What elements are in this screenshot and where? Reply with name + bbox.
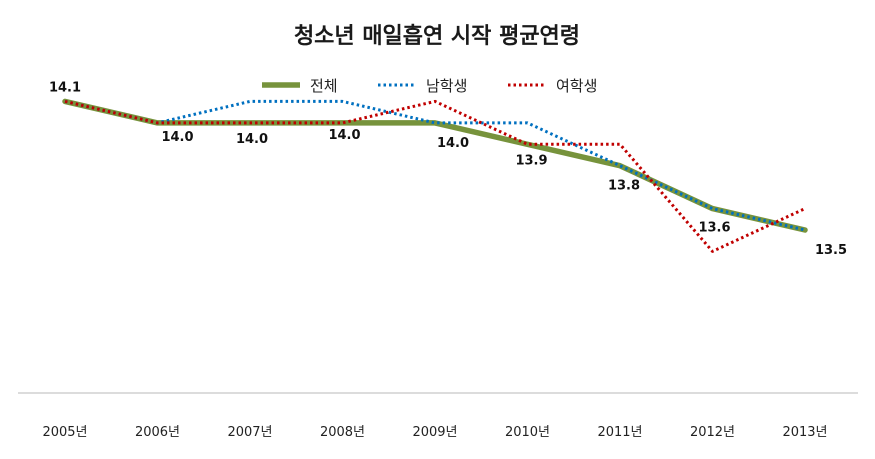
legend-label-girls: 여학생	[556, 77, 597, 95]
data-label: 14.0	[437, 136, 469, 151]
data-label-layer: 14.1 14.0 14.0 14.0 14.0 13.9 13.8 13.6 13.5	[49, 80, 847, 258]
series-line-girls	[64, 99, 806, 253]
data-label: 13.9	[515, 153, 547, 168]
series-line-boys	[64, 99, 806, 232]
series-line-total	[62, 98, 808, 233]
x-tick-label: 2007년	[227, 425, 272, 440]
x-tick-label: 2006년	[135, 425, 180, 440]
legend-label-boys: 남학생	[426, 77, 467, 95]
data-label: 13.6	[698, 221, 730, 236]
x-tick-label: 2010년	[505, 425, 550, 440]
x-tick-label: 2009년	[412, 425, 457, 440]
x-tick-label: 2005년	[42, 425, 87, 440]
legend-item-total: 전체	[262, 77, 338, 95]
legend-item-boys: 남학생	[378, 77, 467, 95]
chart-title: 청소년 매일흡연 시작 평균연령	[294, 24, 580, 49]
data-label: 13.5	[815, 243, 847, 258]
x-tick-label: 2008년	[320, 425, 365, 440]
legend-item-girls: 여학생	[508, 77, 597, 95]
x-tick-label: 2012년	[690, 425, 735, 440]
x-tick-labels: 2005년 2006년 2007년 2008년 2009년 2010년 2011년 2012년…	[42, 425, 827, 440]
x-tick-label: 2011년	[597, 425, 642, 440]
data-label: 14.0	[236, 132, 268, 147]
data-label: 14.1	[49, 80, 81, 95]
data-label: 14.0	[161, 130, 193, 145]
data-label: 14.0	[328, 128, 360, 143]
legend-label-total: 전체	[310, 77, 338, 95]
series-layer	[62, 98, 808, 253]
legend: 전체 남학생 여학생	[262, 77, 597, 95]
data-label: 13.8	[608, 179, 640, 194]
x-tick-label: 2013년	[782, 425, 827, 440]
